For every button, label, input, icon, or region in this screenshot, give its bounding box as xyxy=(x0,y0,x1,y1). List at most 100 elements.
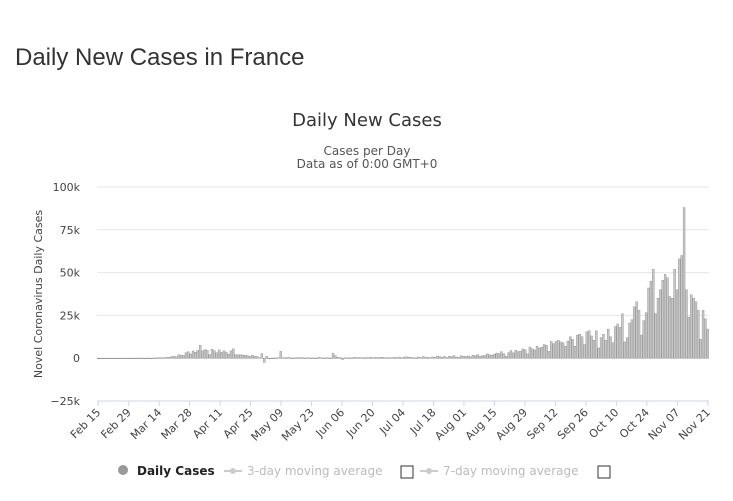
bar[interactable] xyxy=(561,342,565,359)
bar[interactable] xyxy=(146,357,150,359)
bar[interactable] xyxy=(350,357,354,359)
bar[interactable] xyxy=(317,357,320,359)
bar[interactable] xyxy=(464,356,468,359)
bar[interactable] xyxy=(675,289,679,359)
bar[interactable] xyxy=(481,355,484,359)
bar[interactable] xyxy=(123,358,126,360)
bar[interactable] xyxy=(97,358,100,360)
bar[interactable] xyxy=(210,349,214,359)
bar[interactable] xyxy=(381,357,385,359)
bar[interactable] xyxy=(353,356,356,359)
bar[interactable] xyxy=(545,345,548,359)
bar[interactable] xyxy=(191,350,195,359)
bar[interactable] xyxy=(557,340,560,359)
bar[interactable] xyxy=(303,357,306,359)
bar[interactable] xyxy=(305,357,309,359)
bar[interactable] xyxy=(697,310,700,359)
bar[interactable] xyxy=(673,268,676,359)
bar[interactable] xyxy=(220,352,223,359)
bar[interactable] xyxy=(616,323,619,359)
bar[interactable] xyxy=(417,356,420,359)
bar[interactable] xyxy=(343,357,347,359)
bar[interactable] xyxy=(101,358,105,360)
bar[interactable] xyxy=(438,356,441,359)
bar[interactable] xyxy=(455,356,458,359)
bar[interactable] xyxy=(158,357,162,359)
bar[interactable] xyxy=(99,358,102,360)
bar[interactable] xyxy=(540,346,543,359)
bar[interactable] xyxy=(550,341,553,359)
bar[interactable] xyxy=(445,357,449,359)
bar[interactable] xyxy=(156,357,159,359)
bar[interactable] xyxy=(431,356,434,359)
bar[interactable] xyxy=(118,357,121,359)
bar[interactable] xyxy=(471,355,475,359)
bar[interactable] xyxy=(663,274,667,359)
bar[interactable] xyxy=(338,357,342,359)
bar[interactable] xyxy=(628,322,631,359)
bar[interactable] xyxy=(199,344,202,359)
bar[interactable] xyxy=(289,357,292,359)
bar[interactable] xyxy=(488,354,491,359)
bar[interactable] xyxy=(512,352,515,359)
bar[interactable] xyxy=(637,310,641,359)
bar[interactable] xyxy=(391,357,394,359)
bar[interactable] xyxy=(286,357,290,359)
bar[interactable] xyxy=(213,350,216,359)
bar[interactable] xyxy=(414,357,418,359)
bar[interactable] xyxy=(694,301,698,359)
bar[interactable] xyxy=(588,330,591,359)
bar[interactable] xyxy=(618,327,622,359)
bar[interactable] xyxy=(436,355,439,359)
legend-item-7-day-average[interactable]: 7-day moving average xyxy=(420,464,611,479)
bar[interactable] xyxy=(592,340,596,359)
bar[interactable] xyxy=(535,346,539,359)
bar[interactable] xyxy=(682,207,686,359)
bar[interactable] xyxy=(291,357,294,359)
bar[interactable] xyxy=(611,342,615,359)
bar[interactable] xyxy=(500,351,503,359)
bar[interactable] xyxy=(706,328,709,359)
bar[interactable] xyxy=(134,357,138,359)
bar[interactable] xyxy=(365,357,368,359)
bar[interactable] xyxy=(296,357,299,359)
bar[interactable] xyxy=(623,341,626,359)
bar[interactable] xyxy=(652,268,655,359)
bar[interactable] xyxy=(419,357,422,359)
bar[interactable] xyxy=(327,357,330,359)
bar[interactable] xyxy=(111,358,114,360)
bar[interactable] xyxy=(533,349,536,359)
bar[interactable] xyxy=(554,341,558,359)
bar[interactable] xyxy=(469,356,472,359)
bar[interactable] xyxy=(272,357,275,359)
bar[interactable] xyxy=(644,312,648,359)
bar[interactable] xyxy=(386,357,389,359)
bar[interactable] xyxy=(457,356,460,359)
bar[interactable] xyxy=(474,355,477,359)
bar[interactable] xyxy=(113,358,116,360)
bar[interactable] xyxy=(175,356,178,359)
bar[interactable] xyxy=(206,349,209,359)
bar[interactable] xyxy=(222,350,226,359)
bar[interactable] xyxy=(346,357,349,359)
bar[interactable] xyxy=(120,358,124,360)
bar[interactable] xyxy=(170,356,173,359)
bar[interactable] xyxy=(630,319,634,359)
bar[interactable] xyxy=(324,357,328,359)
bar[interactable] xyxy=(514,350,517,359)
bar[interactable] xyxy=(659,289,662,359)
bar[interactable] xyxy=(384,357,387,359)
bar[interactable] xyxy=(215,352,218,359)
bar[interactable] xyxy=(253,356,256,359)
bar[interactable] xyxy=(621,313,624,359)
bar[interactable] xyxy=(521,348,524,359)
bar[interactable] xyxy=(196,350,199,359)
bar[interactable] xyxy=(656,298,660,359)
bar[interactable] xyxy=(127,358,131,360)
bar[interactable] xyxy=(108,358,112,360)
bar[interactable] xyxy=(459,355,463,359)
bar[interactable] xyxy=(263,358,266,363)
bar[interactable] xyxy=(137,357,140,359)
bar[interactable] xyxy=(490,354,494,359)
bar[interactable] xyxy=(293,357,297,359)
